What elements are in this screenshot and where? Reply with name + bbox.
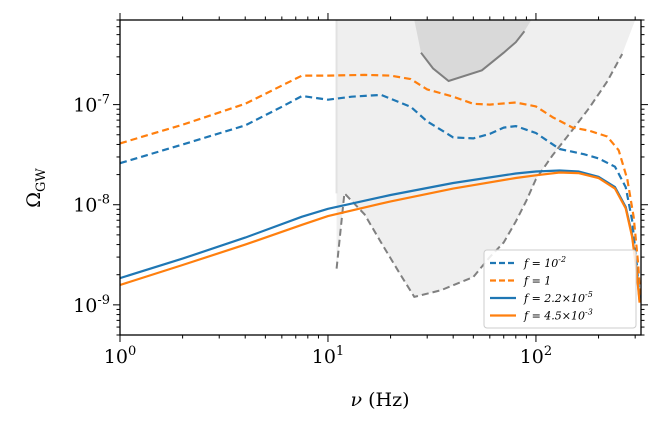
legend-box	[483, 249, 637, 329]
x-tick-label: 100	[104, 344, 136, 368]
series-line-2	[120, 73, 641, 299]
sensitivity-dark-edge	[420, 30, 526, 83]
axes: 100 101 102 10-9 10-8 10-7	[73, 13, 648, 368]
series-line-1	[120, 93, 641, 299]
x-axis-label: ν (Hz)	[350, 389, 409, 411]
legend: f = 10-2 f = 1 f = 2.2×10-5 f = 4.5×10-3	[483, 249, 637, 329]
series-line-4	[120, 171, 641, 303]
legend-label: f = 4.5×10-3	[523, 308, 593, 323]
series-lines	[120, 73, 641, 303]
y-tick-label: 10-7	[73, 93, 110, 117]
x-tick-label: 101	[312, 344, 344, 368]
plot-frame	[119, 19, 642, 336]
sensitivity-dark-fill	[414, 20, 532, 81]
legend-label: f = 2.2×10-5	[523, 290, 593, 305]
x-tick-label: 102	[520, 344, 552, 368]
legend-label: f = 10-2	[523, 255, 566, 270]
y-tick-label: 10-8	[73, 193, 110, 217]
legend-label: f = 1	[523, 275, 551, 288]
sensitivity-light-fill	[336, 20, 636, 297]
y-tick-label: 10-9	[73, 293, 110, 317]
y-axis-label: ΩGW	[23, 168, 49, 208]
sensitivity-regions	[335, 20, 636, 299]
